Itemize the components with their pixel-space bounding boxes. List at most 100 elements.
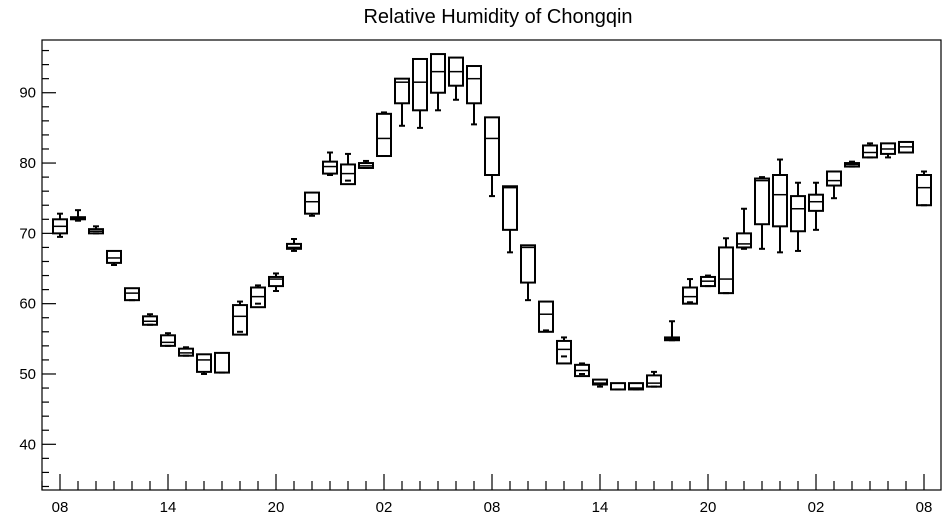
box-item xyxy=(592,378,608,388)
box-item xyxy=(160,332,176,347)
box-body xyxy=(304,191,320,215)
y-tick-label: 70 xyxy=(19,225,36,242)
box-item xyxy=(196,353,212,375)
y-tick-label: 80 xyxy=(19,155,36,172)
box-body xyxy=(862,144,878,159)
y-tick-label: 90 xyxy=(19,85,36,102)
box-body xyxy=(916,174,932,207)
x-tick-label: 08 xyxy=(916,499,933,516)
box-item xyxy=(898,140,914,154)
box-body xyxy=(556,339,572,365)
box-item xyxy=(322,151,338,176)
x-tick-label: 14 xyxy=(592,499,609,516)
box-item xyxy=(538,300,554,333)
x-tick-label: 08 xyxy=(52,499,69,516)
x-axis: 08 14 20 02 08 14 20 02 08 xyxy=(41,474,933,516)
box-body xyxy=(736,232,752,249)
box-item xyxy=(214,351,230,374)
box-item xyxy=(376,111,392,158)
box-item xyxy=(466,65,482,126)
box-item xyxy=(430,53,446,112)
box-item xyxy=(52,212,68,238)
x-tick-label: 08 xyxy=(484,499,501,516)
box-body xyxy=(322,160,338,175)
box-body xyxy=(718,246,734,295)
box-item xyxy=(574,362,590,378)
box-item xyxy=(394,77,410,127)
box-body xyxy=(124,287,140,302)
box-body xyxy=(466,65,482,105)
y-tick-label: 50 xyxy=(19,366,36,383)
x-tick-label: 14 xyxy=(160,499,177,516)
box-item xyxy=(106,249,122,266)
box-item xyxy=(340,152,356,186)
box-item xyxy=(250,284,266,309)
box-body xyxy=(808,193,824,212)
box-item xyxy=(304,191,320,217)
box-body xyxy=(790,195,806,233)
y-tick-label: 60 xyxy=(19,296,36,313)
x-tick-label: 02 xyxy=(376,499,393,516)
box-item xyxy=(484,116,500,198)
box-item xyxy=(844,160,860,168)
box-body xyxy=(412,57,428,112)
box-item xyxy=(556,336,572,365)
box-item xyxy=(880,142,896,159)
box-item xyxy=(826,170,842,200)
box-body xyxy=(520,244,536,284)
box-body xyxy=(376,112,392,158)
box-body xyxy=(196,353,212,373)
box-item xyxy=(700,274,716,288)
box-body xyxy=(826,170,842,187)
box-item xyxy=(520,244,536,302)
box-item xyxy=(718,237,734,295)
box-item xyxy=(142,313,158,326)
box-item xyxy=(88,225,104,235)
box-body xyxy=(484,116,500,176)
box-body xyxy=(106,249,122,264)
box-item xyxy=(412,57,428,129)
box-body xyxy=(538,300,554,333)
x-tick-label: 20 xyxy=(268,499,285,516)
box-item xyxy=(70,209,86,222)
x-tick-label: 20 xyxy=(700,499,717,516)
box-item xyxy=(178,346,194,357)
box-item xyxy=(664,320,680,342)
box-item xyxy=(754,176,770,250)
box-series xyxy=(52,53,932,391)
box-body xyxy=(232,304,248,336)
box-body xyxy=(502,185,518,231)
box-body xyxy=(214,351,230,374)
box-body xyxy=(628,382,644,391)
box-body xyxy=(268,275,284,288)
box-item xyxy=(286,237,302,252)
x-tick-label: 02 xyxy=(808,499,825,516)
box-item xyxy=(502,185,518,254)
box-body xyxy=(286,242,302,250)
box-item xyxy=(448,56,464,101)
box-item xyxy=(358,159,374,169)
box-item xyxy=(124,287,140,302)
box-body xyxy=(646,374,662,388)
box-body xyxy=(160,334,176,347)
box-body xyxy=(772,174,788,228)
box-item xyxy=(736,207,752,250)
box-item xyxy=(610,382,626,391)
box-body xyxy=(394,77,410,105)
box-body xyxy=(610,382,626,391)
box-body xyxy=(430,53,446,94)
box-item xyxy=(628,382,644,391)
box-body xyxy=(754,177,770,226)
box-item xyxy=(790,181,806,252)
box-item xyxy=(232,300,248,336)
chart-title: Relative Humidity of Chongqin xyxy=(363,6,632,28)
y-tick-label: 40 xyxy=(19,436,36,453)
box-body xyxy=(682,286,698,305)
box-item xyxy=(808,181,824,231)
box-item xyxy=(682,278,698,305)
box-body xyxy=(592,378,608,386)
plot-frame xyxy=(41,39,942,491)
box-item xyxy=(268,272,284,293)
box-item xyxy=(862,142,878,159)
